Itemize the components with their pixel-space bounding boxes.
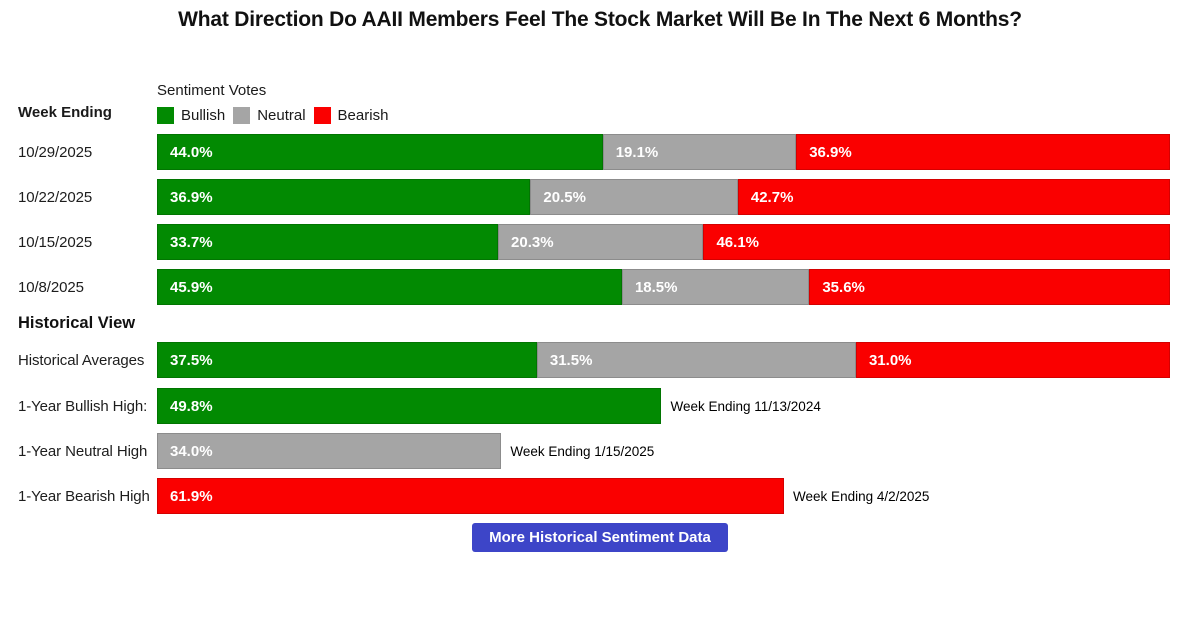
neutral-swatch-icon — [233, 107, 251, 124]
chart-row: 10/22/2025 36.9% 20.5% 42.7% — [0, 179, 1200, 215]
bar-value-label: 34.0% — [170, 442, 213, 460]
legend-label: Bullish — [181, 107, 226, 124]
chart-row: 1-Year Bearish High 61.9% Week Ending 4/2/… — [0, 478, 1200, 514]
bearish-bar-segment: 42.7% — [737, 179, 1170, 215]
week-ending-annotation: Week Ending 11/13/2024 — [670, 398, 821, 414]
bar-value-label: 31.5% — [549, 351, 593, 369]
week-ending-annotation: Week Ending 4/2/2025 — [793, 488, 930, 504]
neutral-bar-segment: 34.0% — [157, 433, 502, 469]
page-title: What Direction Do AAII Members Feel The … — [178, 8, 1022, 31]
week-ending-column-header: Week Ending — [18, 104, 112, 121]
bar-value-label: 20.3% — [511, 233, 554, 251]
week-ending-date: 10/15/2025 — [18, 233, 93, 251]
neutral-bar-segment: 18.5% — [621, 269, 810, 305]
legend: Bullish Neutral Bearish — [157, 107, 396, 124]
week-ending-date: 10/22/2025 — [18, 188, 93, 206]
bar-group: 44.0% 19.1% 36.9% — [157, 134, 1170, 170]
chart-row: 1-Year Bullish High: 49.8% Week Ending 11/… — [0, 388, 1200, 424]
button-row: More Historical Sentiment Data — [0, 523, 1200, 552]
legend-item-neutral: Neutral — [233, 107, 306, 124]
legend-label: Bearish — [337, 107, 389, 124]
bar-group: 45.9% 18.5% 35.6% — [157, 269, 1170, 305]
bar-value-label: 36.9% — [170, 188, 213, 206]
extreme-row-label: 1-Year Bullish High: — [18, 397, 148, 415]
bar-group: 37.5% 31.5% 31.0% — [157, 342, 1170, 378]
bar-value-label: 36.9% — [809, 143, 852, 161]
week-ending-date: 10/29/2025 — [18, 143, 93, 161]
bearish-swatch-icon — [313, 107, 331, 124]
bar-value-label: 19.1% — [615, 143, 659, 161]
bar-value-label: 35.6% — [822, 278, 865, 296]
bar-value-label: 33.7% — [170, 233, 213, 251]
aaii-sentiment-chart: What Direction Do AAII Members Feel The … — [0, 8, 1200, 552]
bullish-bar-segment: 36.9% — [157, 179, 531, 215]
extreme-row-label: 1-Year Bearish High — [18, 487, 150, 505]
extreme-row-label: 1-Year Neutral High — [18, 442, 148, 460]
legend-item-bearish: Bearish — [313, 107, 389, 124]
neutral-bar-segment: 20.5% — [530, 179, 738, 215]
bar-value-label: 61.9% — [170, 487, 213, 505]
neutral-bar-segment: 19.1% — [602, 134, 797, 170]
chart-header: Week Ending Sentiment Votes Bullish Neutr… — [0, 82, 1200, 134]
bullish-swatch-icon — [157, 107, 174, 124]
historical-view-heading: Historical View — [18, 314, 136, 332]
bar-value-label: 44.0% — [170, 143, 213, 161]
bar-group: 49.8% Week Ending 11/13/2024 — [157, 388, 1170, 424]
bearish-bar-segment: 35.6% — [809, 269, 1170, 305]
neutral-bar-segment: 20.3% — [498, 224, 704, 260]
bar-value-label: 31.0% — [868, 351, 912, 369]
week-ending-date: 10/8/2025 — [18, 278, 84, 296]
bullish-bar-segment: 44.0% — [157, 134, 603, 170]
legend-item-bullish: Bullish — [157, 107, 225, 124]
bar-group: 33.7% 20.3% 46.1% — [157, 224, 1170, 260]
chart-row: Historical Averages 37.5% 31.5% 31.0% — [0, 342, 1200, 378]
bullish-bar-segment: 49.8% — [157, 388, 662, 424]
bar-value-label: 45.9% — [170, 278, 213, 296]
chart-row: 10/15/2025 33.7% 20.3% 46.1% — [0, 224, 1200, 260]
bar-value-label: 20.5% — [543, 188, 586, 206]
bar-value-label: 18.5% — [634, 278, 678, 296]
historical-averages-label: Historical Averages — [18, 351, 145, 369]
weekly-sentiment-rows: 10/29/2025 44.0% 19.1% 36.9% 10/22/2025 36.9%… — [0, 134, 1200, 305]
chart-row: 10/29/2025 44.0% 19.1% 36.9% — [0, 134, 1200, 170]
bullish-bar-segment: 45.9% — [157, 269, 622, 305]
historical-rows: Historical Averages 37.5% 31.5% 31.0% 1-Year… — [0, 342, 1200, 514]
legend-title: Sentiment Votes — [157, 82, 267, 99]
bar-group: 61.9% Week Ending 4/2/2025 — [157, 478, 1170, 514]
bullish-bar-segment: 33.7% — [157, 224, 499, 260]
bar-value-label: 37.5% — [170, 351, 213, 369]
bearish-bar-segment: 46.1% — [703, 224, 1170, 260]
bearish-bar-segment: 36.9% — [796, 134, 1170, 170]
legend-block: Sentiment Votes Bullish Neutral Bearish — [157, 82, 396, 134]
bearish-bar-segment: 61.9% — [157, 478, 785, 514]
bullish-bar-segment: 37.5% — [157, 342, 537, 378]
bar-group: 34.0% Week Ending 1/15/2025 — [157, 433, 1170, 469]
chart-row: 10/8/2025 45.9% 18.5% 35.6% — [0, 269, 1200, 305]
chart-row: 1-Year Neutral High 34.0% Week Ending 1/15… — [0, 433, 1200, 469]
neutral-bar-segment: 31.5% — [536, 342, 856, 378]
more-historical-data-button[interactable]: More Historical Sentiment Data — [472, 523, 728, 552]
bar-group: 36.9% 20.5% 42.7% — [157, 179, 1170, 215]
legend-label: Neutral — [257, 107, 306, 124]
bearish-bar-segment: 31.0% — [855, 342, 1170, 378]
bar-value-label: 42.7% — [750, 188, 794, 206]
bar-value-label: 49.8% — [170, 397, 213, 415]
bar-value-label: 46.1% — [716, 233, 760, 251]
week-ending-annotation: Week Ending 1/15/2025 — [510, 443, 655, 459]
